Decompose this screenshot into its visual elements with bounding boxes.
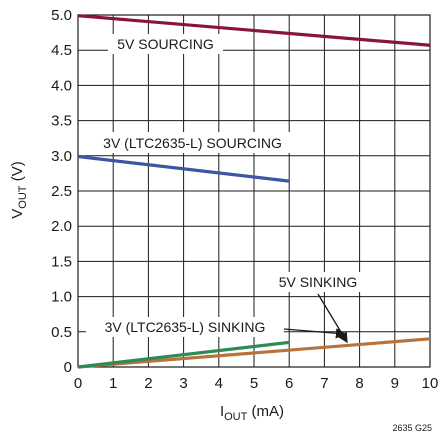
y-tick-label: 5.0 bbox=[51, 7, 72, 24]
x-tick-label: 0 bbox=[74, 375, 82, 392]
y-tick-label: 4.5 bbox=[51, 42, 72, 59]
x-tick-label: 4 bbox=[215, 375, 223, 392]
series-line bbox=[77, 337, 431, 369]
y-axis-label-sub: OUT bbox=[17, 185, 29, 209]
x-tick-label: 8 bbox=[355, 375, 363, 392]
series-line bbox=[77, 14, 431, 47]
x-axis-label: IOUT (mA) bbox=[220, 403, 284, 423]
annotation-background bbox=[86, 132, 299, 153]
annotation-background bbox=[86, 317, 284, 337]
y-axis-label-main: V bbox=[9, 209, 26, 219]
y-tick-label: 0.5 bbox=[51, 324, 72, 341]
y-tick-label: 2.0 bbox=[51, 218, 72, 235]
figure-id: 2635 G25 bbox=[392, 423, 432, 433]
annotation-label: 5V SINKING bbox=[279, 274, 358, 290]
grid bbox=[77, 14, 431, 368]
y-tick-label: 3.5 bbox=[51, 113, 72, 130]
y-tick-label: 3.0 bbox=[51, 148, 72, 165]
annotation-label: 3V (LTC2635-L) SOURCING bbox=[103, 135, 282, 151]
annotation-background bbox=[270, 272, 366, 292]
y-tick-label: 1.0 bbox=[51, 289, 72, 306]
y-tick-label: 2.5 bbox=[51, 183, 72, 200]
annotation-label: 5V SOURCING bbox=[117, 36, 213, 52]
x-tick-label: 3 bbox=[179, 375, 187, 392]
y-tick-label: 4.0 bbox=[51, 77, 72, 94]
annotation-label: 3V (LTC2635-L) SINKING bbox=[105, 319, 266, 335]
tick-labels: 0 1 2 3 4 5 6 7 8 9 10 0 0.5 1.0 1.5 2.0 2.5 3.0 3.5 4.0 4.5… bbox=[51, 7, 438, 392]
x-tick-label: 7 bbox=[320, 375, 328, 392]
series-line bbox=[77, 154, 290, 183]
y-tick-label: 0 bbox=[64, 359, 72, 376]
annotation-arrow bbox=[317, 293, 348, 344]
x-tick-label: 6 bbox=[285, 375, 293, 392]
x-tick-label: 9 bbox=[391, 375, 399, 392]
series-layer bbox=[77, 14, 431, 369]
x-tick-label: 10 bbox=[422, 375, 439, 392]
x-tick-label: 5 bbox=[250, 375, 258, 392]
x-tick-label: 1 bbox=[109, 375, 117, 392]
annotation-arrow bbox=[283, 328, 347, 339]
plot-frame bbox=[77, 14, 431, 368]
y-axis-label: VOUT (V) bbox=[9, 161, 29, 218]
y-axis-label-unit: (V) bbox=[9, 161, 26, 185]
annotations-layer: 5V SOURCING 3V (LTC2635-L) SOURCING 5V SIN… bbox=[86, 34, 366, 344]
series-line bbox=[77, 340, 290, 369]
y-tick-label: 1.5 bbox=[51, 253, 72, 270]
annotation-background bbox=[108, 34, 223, 54]
x-axis-label-unit: (mA) bbox=[247, 403, 284, 420]
x-tick-label: 2 bbox=[144, 375, 152, 392]
x-axis-label-main: I bbox=[220, 403, 224, 420]
x-axis-label-sub: OUT bbox=[224, 411, 248, 423]
